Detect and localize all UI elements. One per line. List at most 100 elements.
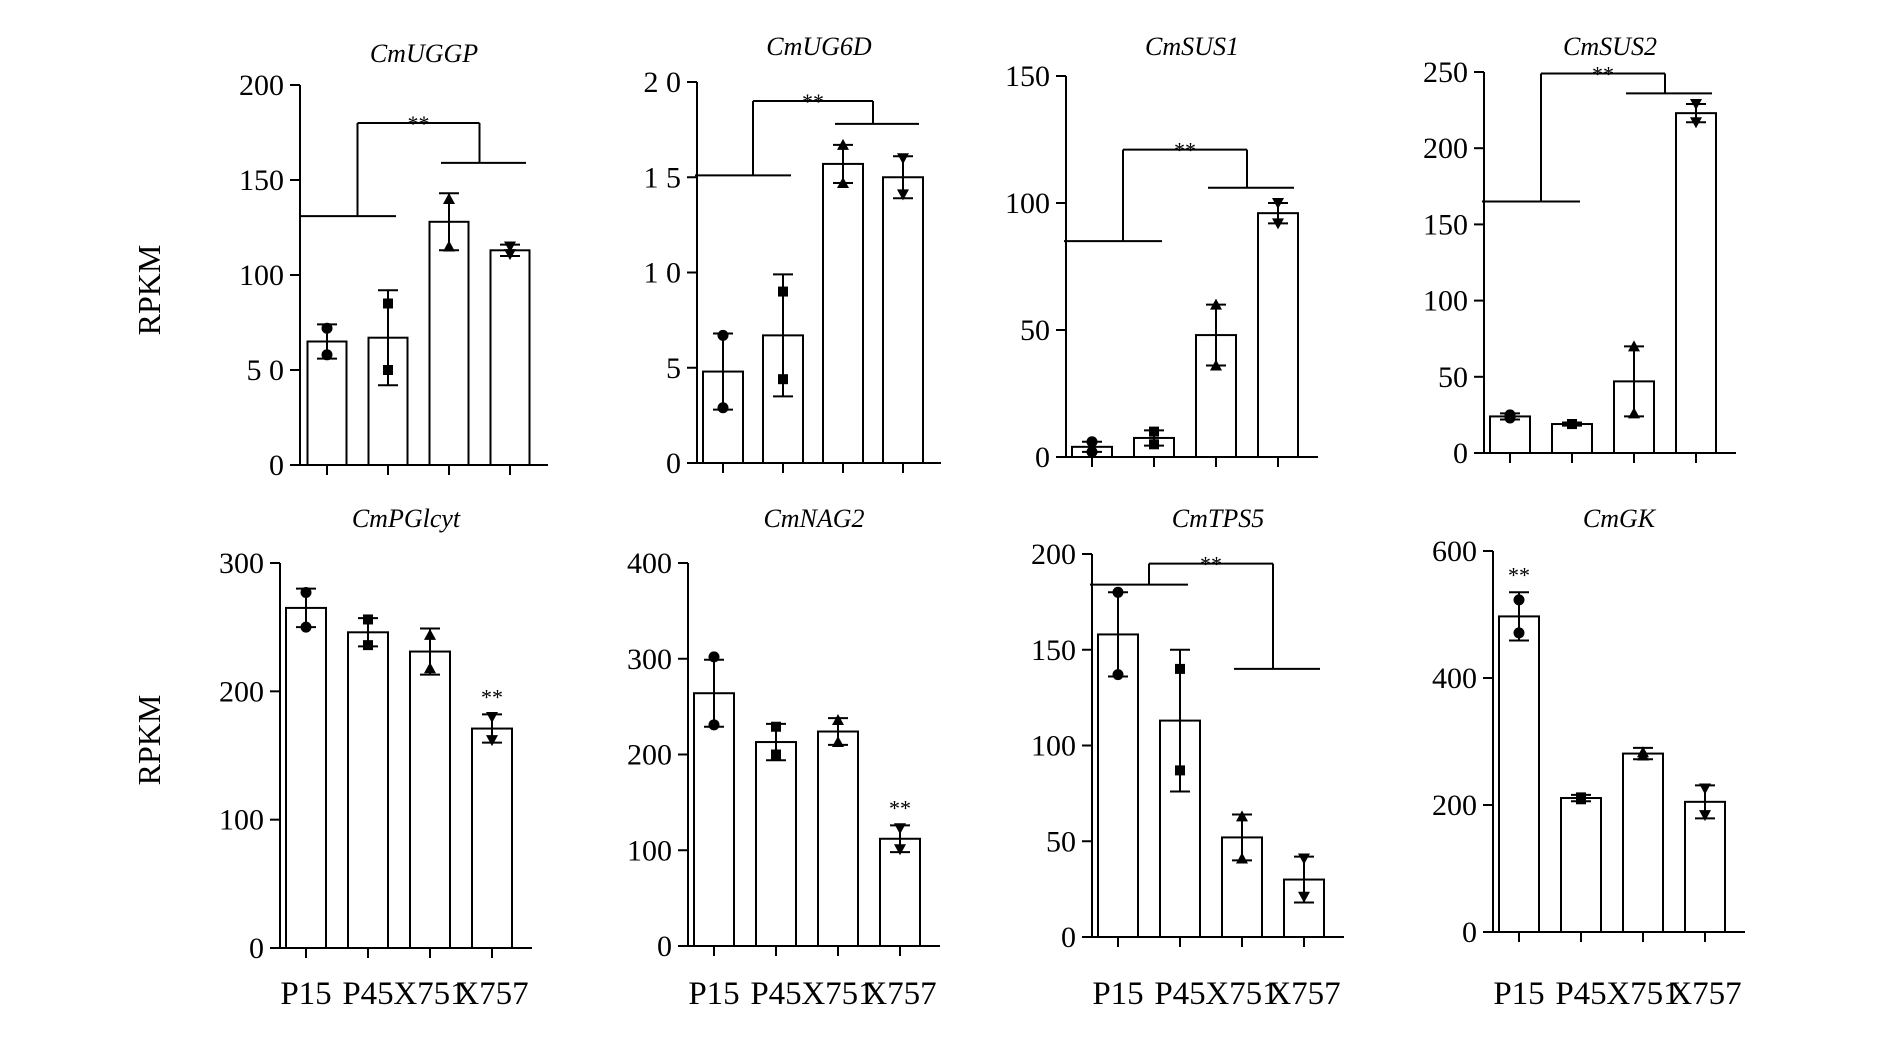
bar: [1622, 752, 1664, 933]
data-point: [1175, 765, 1185, 776]
data-point: [1149, 439, 1159, 450]
data-point: [1699, 810, 1711, 822]
bar: [489, 249, 531, 466]
x-tick-label: X751: [1205, 976, 1278, 1012]
y-tick-label: 5: [666, 352, 681, 385]
x-tick-label: P45: [750, 976, 801, 1012]
chart-title: CmUGGP: [370, 39, 478, 68]
y-tick-label: 200: [627, 739, 672, 772]
y-tick-label: 100: [239, 259, 284, 292]
y-tick-label: 600: [1432, 535, 1477, 568]
x-tick-label: X757: [1267, 976, 1340, 1012]
chart-title: CmSUS2: [1563, 32, 1657, 61]
data-point: [1210, 359, 1222, 371]
data-point: [383, 298, 393, 309]
data-point: [1699, 783, 1711, 795]
bar: [693, 692, 735, 947]
data-point: [1513, 594, 1525, 606]
data-point: [1272, 218, 1284, 230]
data-point: [717, 402, 729, 414]
y-tick-label: 400: [1432, 662, 1477, 695]
data-point: [1690, 99, 1702, 111]
bar: [285, 606, 327, 950]
data-point: [1513, 627, 1525, 639]
data-point: [1236, 852, 1248, 864]
y-tick-label: 200: [239, 69, 284, 102]
data-point: [486, 735, 498, 747]
data-point: [1504, 412, 1516, 424]
data-point: [1567, 419, 1577, 430]
data-point: [424, 628, 436, 640]
y-tick-label: 100: [1031, 730, 1076, 763]
data-point: [837, 138, 849, 150]
bar: [879, 837, 921, 948]
data-point: [832, 714, 844, 726]
y-tick-label: 200: [219, 675, 264, 708]
x-tick-label: P15: [1493, 976, 1544, 1012]
data-point: [717, 329, 729, 341]
data-point: [443, 193, 455, 204]
data-point: [832, 736, 844, 748]
significance-label: **: [1174, 138, 1196, 163]
data-point: [778, 286, 788, 297]
chart-panel: CmSUS2 0 50 100 150 200 250 **: [1423, 32, 1736, 470]
chart-title: CmUG6D: [766, 32, 872, 61]
data-point: [363, 640, 373, 651]
data-point: [894, 823, 906, 835]
bar: [822, 162, 864, 464]
data-point: [1236, 810, 1248, 822]
data-point: [1086, 436, 1098, 448]
x-tick-label: P45: [1154, 976, 1205, 1012]
data-point: [300, 587, 312, 599]
chart-title: CmTPS5: [1172, 504, 1264, 533]
y-tick-label: 0: [1453, 437, 1468, 470]
y-tick-label: 150: [1005, 60, 1050, 93]
y-tick-label: 2 0: [644, 66, 682, 99]
y-tick-label: 200: [1423, 132, 1468, 165]
data-point: [424, 662, 436, 674]
data-point: [771, 749, 781, 760]
chart-panel: CmUG6D 0 5 1 0 1 5 2 0 **: [644, 32, 941, 480]
data-point: [486, 712, 498, 723]
bar: [347, 631, 389, 949]
y-tick-label: 5 0: [247, 354, 285, 387]
y-tick-label: 50: [1438, 361, 1468, 394]
y-tick-label: 300: [627, 643, 672, 676]
data-point: [778, 374, 788, 385]
y-tick-label: 0: [657, 930, 672, 963]
data-point: [321, 349, 333, 361]
data-point: [1086, 446, 1098, 458]
y-tick-label: 100: [1005, 187, 1050, 220]
y-tick-label: 0: [1035, 441, 1050, 474]
data-point: [1112, 586, 1124, 598]
data-point: [1628, 407, 1640, 419]
y-tick-label: 100: [1423, 285, 1468, 318]
bar: [1257, 212, 1299, 458]
significance-label: **: [481, 684, 503, 709]
data-point: [1175, 663, 1185, 674]
data-point: [300, 621, 312, 633]
y-tick-label: 0: [249, 932, 264, 965]
bar: [1498, 615, 1540, 934]
bar: [428, 220, 470, 466]
x-tick-label: P15: [688, 976, 739, 1012]
bar: [471, 727, 513, 949]
y-tick-label: 0: [1061, 921, 1076, 954]
x-tick-label: P15: [1092, 976, 1143, 1012]
y-tick-label: 1 5: [644, 161, 682, 194]
data-point: [504, 249, 516, 261]
data-point: [1298, 853, 1310, 865]
significance-label: **: [408, 111, 430, 136]
data-point: [1690, 117, 1702, 129]
x-tick-label: P45: [342, 976, 393, 1012]
bar: [882, 176, 924, 464]
data-point: [1298, 891, 1310, 903]
bar: [409, 650, 451, 949]
data-point: [708, 719, 720, 731]
significance-label: **: [1200, 552, 1222, 577]
data-point: [443, 240, 455, 252]
